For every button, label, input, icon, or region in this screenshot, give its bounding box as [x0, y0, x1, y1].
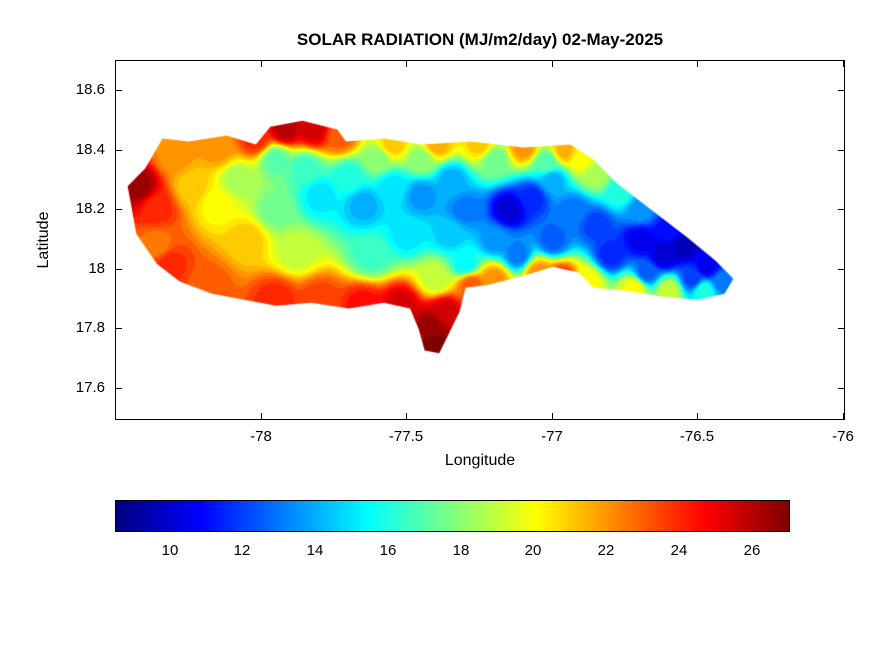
y-tick-mark: [838, 150, 844, 151]
y-tick-mark: [116, 328, 122, 329]
colorbar-tick-label: 10: [161, 542, 179, 559]
y-tick-mark: [116, 209, 122, 210]
x-tick-mark: [552, 61, 553, 67]
y-tick-mark: [116, 90, 122, 91]
x-axis-label: Longitude: [444, 452, 516, 469]
x-tick-mark: [697, 413, 698, 419]
colorbar-tick-label: 24: [670, 542, 688, 559]
x-tick-mark: [261, 413, 262, 419]
colorbar-tick-label: 12: [233, 542, 251, 559]
y-tick-mark: [838, 388, 844, 389]
colorbar-tick-label: 20: [524, 542, 542, 559]
y-tick-mark: [838, 328, 844, 329]
x-tick-label: -76.5: [679, 428, 715, 445]
y-tick-label: 17.6: [75, 379, 105, 396]
y-tick-label: 18.6: [75, 81, 105, 98]
y-tick-mark: [116, 269, 122, 270]
y-tick-label: 18.2: [75, 200, 105, 217]
colorbar-tick-label: 16: [379, 542, 397, 559]
x-tick-label: -77: [541, 428, 563, 445]
colorbar-tick-label: 22: [597, 542, 615, 559]
y-tick-mark: [116, 388, 122, 389]
heatmap-canvas: [116, 61, 844, 419]
y-tick-label: 17.8: [75, 319, 105, 336]
colorbar-tick-label: 18: [452, 542, 470, 559]
x-tick-mark: [843, 61, 844, 67]
y-tick-mark: [116, 150, 122, 151]
y-tick-label: 18.4: [75, 141, 105, 158]
y-tick-mark: [838, 209, 844, 210]
x-tick-label: -78: [250, 428, 272, 445]
x-tick-mark: [261, 61, 262, 67]
x-tick-mark: [406, 61, 407, 67]
y-tick-mark: [838, 269, 844, 270]
colorbar-tick-label: 14: [306, 542, 324, 559]
colorbar-gradient: [116, 501, 789, 531]
colorbar: [115, 500, 790, 532]
colorbar-tick-label: 26: [743, 542, 761, 559]
x-tick-mark: [406, 413, 407, 419]
plot-area: [115, 60, 845, 420]
x-tick-label: -76: [832, 428, 854, 445]
chart-title: SOLAR RADIATION (MJ/m2/day) 02-May-2025: [296, 30, 664, 49]
x-tick-mark: [843, 413, 844, 419]
x-tick-label: -77.5: [388, 428, 424, 445]
x-tick-mark: [697, 61, 698, 67]
x-tick-mark: [552, 413, 553, 419]
y-tick-label: 18: [88, 260, 105, 277]
y-tick-mark: [838, 90, 844, 91]
